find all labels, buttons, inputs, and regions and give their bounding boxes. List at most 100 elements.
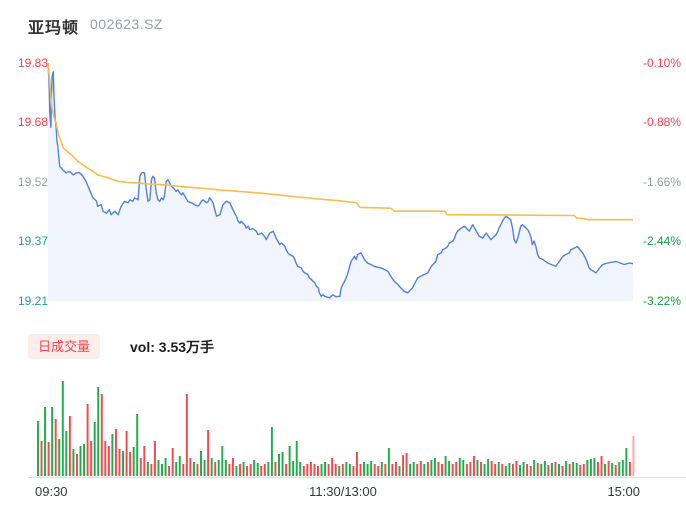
volume-bar — [582, 464, 585, 476]
volume-bar — [433, 458, 436, 476]
volume-bar — [90, 441, 93, 476]
volume-bar — [377, 466, 380, 476]
volume-bar — [111, 434, 114, 476]
volume-bar — [75, 454, 78, 476]
volume-bar — [533, 460, 536, 476]
stock-code: 002623.SZ — [90, 16, 163, 32]
volume-bar — [405, 453, 408, 476]
volume-bar — [536, 463, 539, 476]
volume-bar — [320, 464, 323, 476]
volume-bar — [288, 446, 291, 476]
volume-bar — [575, 463, 578, 476]
volume-bar — [317, 466, 319, 476]
average-price-line — [47, 62, 633, 221]
volume-bar — [150, 464, 153, 476]
volume-legend-badge[interactable]: 日成交量 — [28, 334, 101, 359]
price-line — [47, 62, 634, 299]
volume-bar — [547, 465, 550, 476]
volume-bar — [185, 394, 188, 476]
volume-bar — [125, 431, 128, 476]
volume-bar — [345, 462, 348, 476]
volume-bar — [586, 460, 589, 476]
volume-bar — [122, 451, 125, 476]
volume-bar — [494, 464, 497, 476]
volume-bar — [83, 444, 86, 476]
volume-bar — [327, 464, 330, 476]
volume-bar — [543, 461, 546, 476]
volume-bar — [522, 462, 525, 476]
volume-bar — [153, 441, 156, 476]
volume-bar — [114, 429, 117, 476]
volume-bar — [270, 427, 273, 476]
volume-bar — [348, 464, 351, 476]
volume-bar — [256, 463, 259, 476]
volume-bar — [540, 464, 543, 476]
volume-bar — [614, 465, 617, 476]
volume-bar — [572, 462, 575, 476]
volume-bar — [146, 462, 149, 476]
volume-bar — [455, 462, 458, 476]
volume-bar — [203, 460, 206, 476]
volume-bar — [104, 441, 107, 476]
percent-tick-1: -0.88% — [642, 115, 681, 130]
x-axis-label-noon: 11:30/13:00 — [309, 484, 377, 499]
volume-bar — [217, 460, 220, 476]
volume-bar — [465, 464, 468, 476]
volume-bar — [278, 454, 280, 476]
volume-bar — [58, 439, 61, 476]
volume-bar — [228, 464, 231, 476]
volume-bar — [221, 446, 224, 476]
volume-bar — [423, 464, 426, 476]
volume-bar — [281, 452, 284, 476]
volume-bar — [628, 462, 631, 476]
volume-bar — [398, 466, 401, 476]
price-tick-4: 19.21 — [17, 293, 48, 308]
volume-bar — [51, 407, 54, 476]
volume-bar — [394, 462, 397, 476]
x-axis-label-close: 15:00 — [607, 484, 640, 499]
volume-bar — [554, 462, 557, 476]
volume-bar — [246, 466, 249, 476]
volume-bar — [550, 463, 553, 476]
volume-bar — [618, 462, 621, 476]
volume-bar — [501, 464, 504, 476]
volume-bar — [182, 464, 185, 476]
volume-bar — [192, 462, 195, 476]
volume-bar — [597, 462, 599, 476]
volume-bar — [263, 464, 266, 476]
volume-bar — [72, 449, 75, 476]
volume-bar — [168, 466, 171, 476]
volume-bar — [607, 461, 610, 476]
volume-bar — [384, 464, 387, 476]
volume-bar — [331, 458, 334, 476]
volume-bar — [515, 461, 518, 476]
volume-bar — [472, 456, 475, 476]
volume-bar — [143, 446, 146, 476]
volume-bar — [355, 452, 358, 476]
volume-bar — [600, 456, 603, 476]
volume-bar — [426, 462, 429, 476]
volume-bar — [568, 464, 571, 476]
volume-bar — [341, 464, 344, 476]
price-tick-0: 19.83 — [17, 56, 48, 70]
volume-bar — [129, 452, 132, 476]
volume-bar — [519, 465, 521, 476]
volume-bar — [285, 464, 288, 476]
percent-tick-4: -3.22% — [642, 293, 681, 308]
volume-bar — [497, 462, 500, 476]
volume-bar — [40, 441, 43, 476]
volume-bar — [295, 441, 298, 476]
volume-bar — [196, 464, 199, 476]
volume-bar — [409, 464, 412, 476]
volume-bar — [93, 422, 96, 476]
volume-bar — [175, 462, 178, 476]
volume-bar — [391, 464, 394, 476]
volume-bar — [324, 462, 327, 476]
volume-bar — [483, 464, 486, 476]
volume-bar — [157, 460, 160, 476]
volume-bar — [107, 446, 110, 476]
volume-bar — [224, 460, 227, 476]
volume-bar — [451, 464, 454, 476]
volume-bar — [373, 464, 376, 476]
